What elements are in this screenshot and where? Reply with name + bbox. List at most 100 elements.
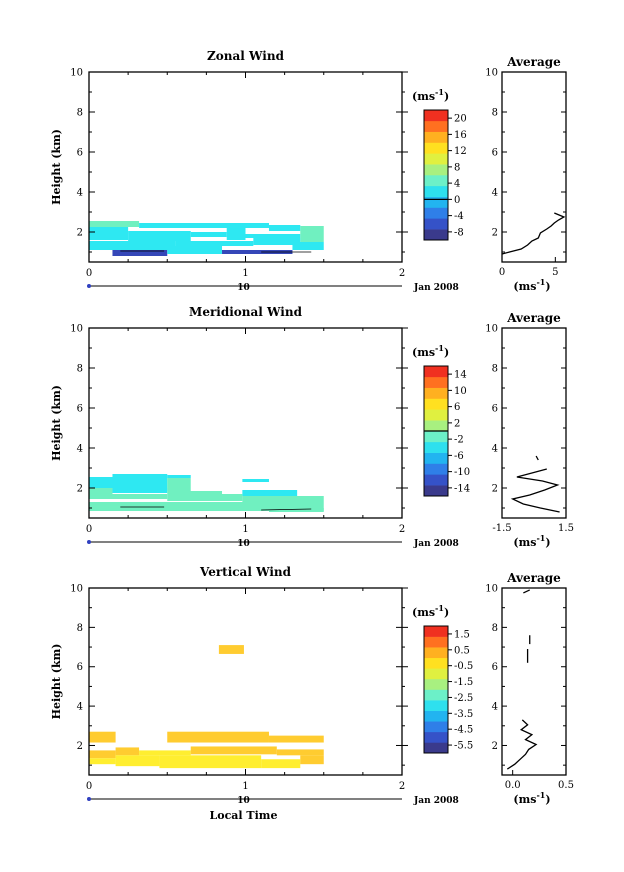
heatmap-cell [268,508,324,512]
y-tick-label: 2 [77,228,83,239]
chart-title: Zonal Wind [207,49,285,63]
colorbar-segment [424,731,448,743]
heatmap-cell [218,645,244,654]
profile-segment [523,589,531,594]
colorbar-segment [424,636,448,648]
x-tick-label: 1 [242,268,248,279]
date-day-label: 10 [237,283,250,293]
heatmap-cell [300,233,324,242]
profile-x-tick-label: 0.5 [558,780,574,791]
profile-x-label: (ms-1) [513,533,550,549]
colorbar-tick-label: 2 [454,418,460,429]
y-tick-label: 6 [77,404,83,415]
y-tick-label: 6 [77,148,83,159]
heatmap-cell [89,758,116,765]
colorbar-unit-text: (ms [412,346,435,359]
colorbar-unit-sup: -1 [435,87,444,97]
colorbar-segment [424,164,448,176]
heatmap-cell [300,226,324,233]
date-day-label: 10 [237,539,250,549]
profile-y-tick-label: 2 [492,741,498,752]
heatmap-cell [112,488,168,493]
heatmap-cell [89,241,176,250]
colorbar-segment [424,668,448,680]
profile-x-label: (ms-1) [513,790,550,806]
profile-title: Average [506,55,561,69]
heatmap-cell [268,225,301,231]
colorbar-tick-label: 4 [454,179,460,190]
colorbar-unit-label: (ms-1) [412,343,449,359]
heatmap-cell [112,474,168,477]
heatmap-cell [226,228,246,240]
colorbar-tick-label: 12 [454,146,467,157]
profile-y-tick-label: 4 [492,444,498,455]
profile-y-tick-label: 8 [492,623,498,634]
y-tick-label: 4 [77,188,83,199]
colorbar-segment [424,700,448,711]
date-axis-marker [87,540,91,544]
profile-frame [501,587,567,776]
profile-segment [535,455,539,461]
x-tick-label: 1 [242,781,248,792]
heatmap-cell [167,246,223,254]
profile-x-label-text: (ms [513,536,536,549]
contour-line [261,508,312,511]
profile-y-tick-label: 2 [492,228,498,239]
colorbar-unit-label: (ms-1) [412,603,449,619]
heatmap-cell [112,250,168,256]
colorbar-tick-label: -4.5 [454,725,473,736]
date-label: Jan 2008 [413,283,459,293]
x-tick-label: 2 [399,524,405,535]
colorbar-segment [424,398,448,410]
profile-x-label: (ms-1) [513,277,550,293]
colorbar-tick-label: -4 [454,211,464,222]
colorbar-segment [424,626,448,637]
colorbar-segment [424,721,448,733]
colorbar-segment [424,376,448,388]
colorbar-segment [424,657,448,669]
colorbar-segment [424,463,448,475]
colorbar-segment [424,387,448,399]
colorbar-tick-label: -10 [454,467,470,478]
heatmap-cell [89,221,140,227]
colorbar-segment [424,485,448,497]
y-tick-label: 2 [77,484,83,495]
y-tick-label: 4 [77,444,83,455]
profile-title: Average [506,571,561,585]
heatmap-cell [292,242,324,250]
profile-y-tick-label: 10 [485,584,498,595]
profile-line [510,468,560,513]
colorbar-segment [424,218,448,230]
profile-x-label-text: (ms [513,793,536,806]
colorbar-tick-label: -14 [454,483,470,494]
colorbar-tick-label: -1.5 [454,677,473,688]
profile-x-tick-label: -1.5 [492,523,511,534]
colorbar-segment [424,647,448,659]
profile-frame [501,71,567,263]
profile-title: Average [506,311,561,325]
colorbar-segment [424,229,448,241]
profile-x-label-sup: -1 [536,790,545,800]
colorbar-tick-label: 16 [454,130,467,141]
heatmap-cell [115,747,140,756]
x-axis-label: Local Time [210,809,278,822]
heatmap-cell [128,231,191,241]
heatmap-cell [242,496,324,502]
colorbar-segment [424,366,448,378]
colorbar-segment [424,142,448,154]
heatmap-cell [242,479,269,482]
x-tick-label: 2 [399,781,405,792]
heatmap-cell [190,746,277,755]
colorbar-tick-label: 20 [454,114,467,125]
colorbar-tick-label: 0.5 [454,645,470,656]
profile-x-label-sup: -1 [536,277,545,287]
profile-y-tick-label: 6 [492,404,498,415]
profile-x-tick-label: 5 [552,267,558,278]
colorbar-segment [424,110,448,122]
y-axis-label: Height (km) [50,385,63,461]
colorbar-tick-label: 1.5 [454,629,470,640]
profile-y-tick-label: 8 [492,364,498,375]
chart-title: Vertical Wind [199,565,292,579]
